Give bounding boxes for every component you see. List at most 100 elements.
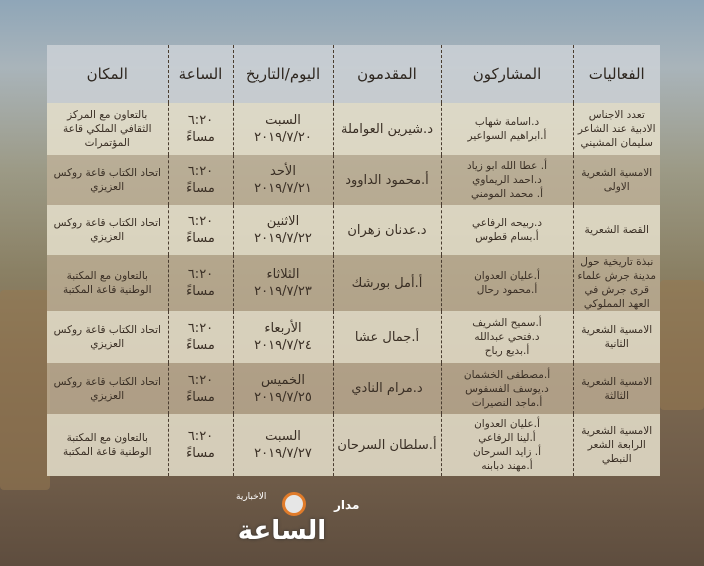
day-date-cell: الأحد ٢٠١٩/٧/٢١ (232, 155, 333, 205)
place-cell: اتحاد الكتاب قاعة روكس العزيزي (47, 155, 168, 205)
period: مساءً (186, 338, 215, 353)
time-cell: ٦:٢٠ مساءً (167, 311, 233, 363)
participant: أ.عليان العدوان (474, 418, 540, 430)
day: الأحد (270, 164, 296, 179)
participants-cell: أ.مصطفى الخشمان د.يوسف الفسفوس أ.ماجد النص… (440, 363, 573, 414)
day-date-cell: السبت ٢٠١٩/٧/٢٧ (232, 414, 333, 476)
place-cell: بالتعاون مع المكتبة الوطنية قاعة المكتبة (47, 414, 168, 476)
date: ٢٠١٩/٧/٢٥ (254, 389, 312, 405)
place-cell: بالتعاون مع المكتبة الوطنية قاعة المكتبة (47, 255, 168, 311)
event-cell: تعدد الاجناس الادبية عند الشاعر سليمان ا… (572, 103, 660, 155)
day-date-cell: السبت ٢٠١٩/٧/٢٠ (232, 103, 333, 155)
clock-icon (282, 492, 306, 516)
participant: أ.مهند دبابنه (481, 460, 533, 472)
time: ٦:٢٠ (187, 267, 214, 282)
header-day-date: اليوم/التاريخ (232, 45, 333, 103)
participant: أ.بسام قطوس (475, 231, 539, 243)
period: مساءً (186, 284, 215, 299)
place-cell: اتحاد الكتاب قاعة روكس العزيزي (47, 311, 168, 363)
table-row: الامسية الشعرية الاولى أ. عطا الله ابو زي… (47, 155, 660, 205)
event-cell: الامسية الشعرية الاولى (572, 155, 660, 205)
day: الثلاثاء (266, 267, 300, 282)
presenter-cell: أ.جمال عشا (332, 311, 441, 363)
period: مساءً (186, 446, 215, 461)
place-cell: اتحاد الكتاب قاعة روكس العزيزي (47, 205, 168, 255)
presenter-cell: د.شيرين العواملة (332, 103, 441, 155)
time-cell: ٦:٢٠ مساءً (167, 205, 233, 255)
date: ٢٠١٩/٧/٢٣ (254, 284, 312, 299)
day-date-cell: الخميس ٢٠١٩/٧/٢٥ (232, 363, 333, 414)
header-time: الساعة (167, 45, 233, 103)
time: ٦:٢٠ (187, 214, 214, 229)
time: ٦:٢٠ (187, 321, 214, 336)
presenter: أ.جمال عشا (354, 329, 420, 345)
participant: أ.لينا الرفاعي (478, 432, 536, 444)
header-place: المكان (47, 45, 168, 103)
presenter-cell: د.مرام النادي (332, 363, 441, 414)
participants-cell: أ.عليان العدوان أ.لينا الرفاعي أ. زايد الس… (440, 414, 573, 476)
place: اتحاد الكتاب قاعة روكس العزيزي (53, 217, 161, 243)
day-date-cell: الثلاثاء ٢٠١٩/٧/٢٣ (232, 255, 333, 311)
time-cell: ٦:٢٠ مساءً (167, 363, 233, 414)
time-cell: ٦:٢٠ مساءً (167, 103, 233, 155)
presenter: أ.أمل بورشك (351, 275, 423, 291)
logo-main-text: الساعة (237, 516, 327, 546)
place: بالتعاون مع المكتبة الوطنية قاعة المكتبة (62, 432, 152, 458)
period: مساءً (186, 181, 215, 196)
header-participants: المشاركون (440, 45, 573, 103)
participant: أ. عطا الله ابو زياد (466, 160, 548, 172)
header-events: الفعاليات (572, 45, 660, 103)
day: السبت (265, 429, 301, 444)
header-presenter: المقدمون (332, 45, 441, 103)
place: اتحاد الكتاب قاعة روكس العزيزي (53, 324, 161, 350)
event-cell: القصة الشعرية (572, 205, 660, 255)
logo-sub-text: الاخبارية (236, 492, 267, 502)
participants-cell: أ.سميح الشريف د.فتحي عبدالله أ.بديع رباح (440, 311, 573, 363)
table-row: الامسية الشعرية الرابعة الشعر النبطي أ.عل… (47, 414, 660, 476)
place: اتحاد الكتاب قاعة روكس العزيزي (53, 167, 161, 193)
background-ruins (660, 280, 704, 410)
presenter: د.مرام النادي (351, 381, 423, 396)
day: الأربعاء (264, 321, 302, 336)
time-cell: ٦:٢٠ مساءً (167, 155, 233, 205)
participant: أ.ابراهيم السواعير (467, 130, 547, 142)
place: اتحاد الكتاب قاعة روكس العزيزي (53, 375, 161, 402)
period: مساءً (186, 130, 215, 145)
presenter-cell: أ.سلطان السرحان (332, 414, 441, 476)
time: ٦:٢٠ (187, 372, 214, 388)
presenter-cell: أ.محمود الداوود (332, 155, 441, 205)
participant: أ.سميح الشريف (472, 317, 542, 329)
participant: د.اسامة شهاب (474, 116, 540, 128)
logo-top-text: مدار (334, 498, 360, 512)
time: ٦:٢٠ (187, 113, 214, 128)
participants-cell: د.ربيحه الرفاعي أ.بسام قطوس (440, 205, 573, 255)
day: الاثنين (266, 214, 300, 229)
participant: د.يوسف الفسفوس (465, 382, 549, 395)
participant: أ.محمود رحال (476, 284, 538, 296)
event-cell: نبذة تاريخية حول مدينة جرش علماء قرى جرش… (572, 255, 660, 311)
presenter-cell: أ.أمل بورشك (332, 255, 441, 311)
event-cell: الامسية الشعرية الثالثة (572, 363, 660, 414)
presenter: د.شيرين العواملة (341, 121, 433, 137)
day-date-cell: الاثنين ٢٠١٩/٧/٢٢ (232, 205, 333, 255)
event-cell: الامسية الشعرية الثانية (572, 311, 660, 363)
date: ٢٠١٩/٧/٢٧ (254, 446, 312, 461)
table-row: الامسية الشعرية الثانية أ.سميح الشريف د.فت… (47, 311, 660, 363)
presenter: د.عدنان زهران (347, 222, 427, 238)
place: بالتعاون مع المكتبة الوطنية قاعة المكتبة (62, 270, 152, 296)
table-row: القصة الشعرية د.ربيحه الرفاعي أ.بسام قطوس د… (47, 205, 660, 255)
day: السبت (265, 113, 301, 128)
date: ٢٠١٩/٧/٢٠ (254, 130, 312, 145)
participant: أ.مصطفى الخشمان (463, 368, 551, 381)
period: مساءً (186, 389, 215, 405)
date: ٢٠١٩/٧/٢٢ (254, 231, 312, 246)
participant: أ.بديع رباح (484, 345, 530, 357)
day-date-cell: الأربعاء ٢٠١٩/٧/٢٤ (232, 311, 333, 363)
place-cell: اتحاد الكتاب قاعة روكس العزيزي (47, 363, 168, 414)
participants-cell: أ. عطا الله ابو زياد د.احمد الريماوي أ. مح… (440, 155, 573, 205)
event-cell: الامسية الشعرية الرابعة الشعر النبطي (572, 414, 660, 476)
place: بالتعاون مع المركز الثقافي الملكي قاعة ا… (62, 109, 152, 149)
site-logo: الاخبارية مدار الساعة (236, 492, 376, 548)
participants-cell: أ.عليان العدوان أ.محمود رحال (440, 255, 573, 311)
presenter: أ.سلطان السرحان (337, 437, 437, 453)
